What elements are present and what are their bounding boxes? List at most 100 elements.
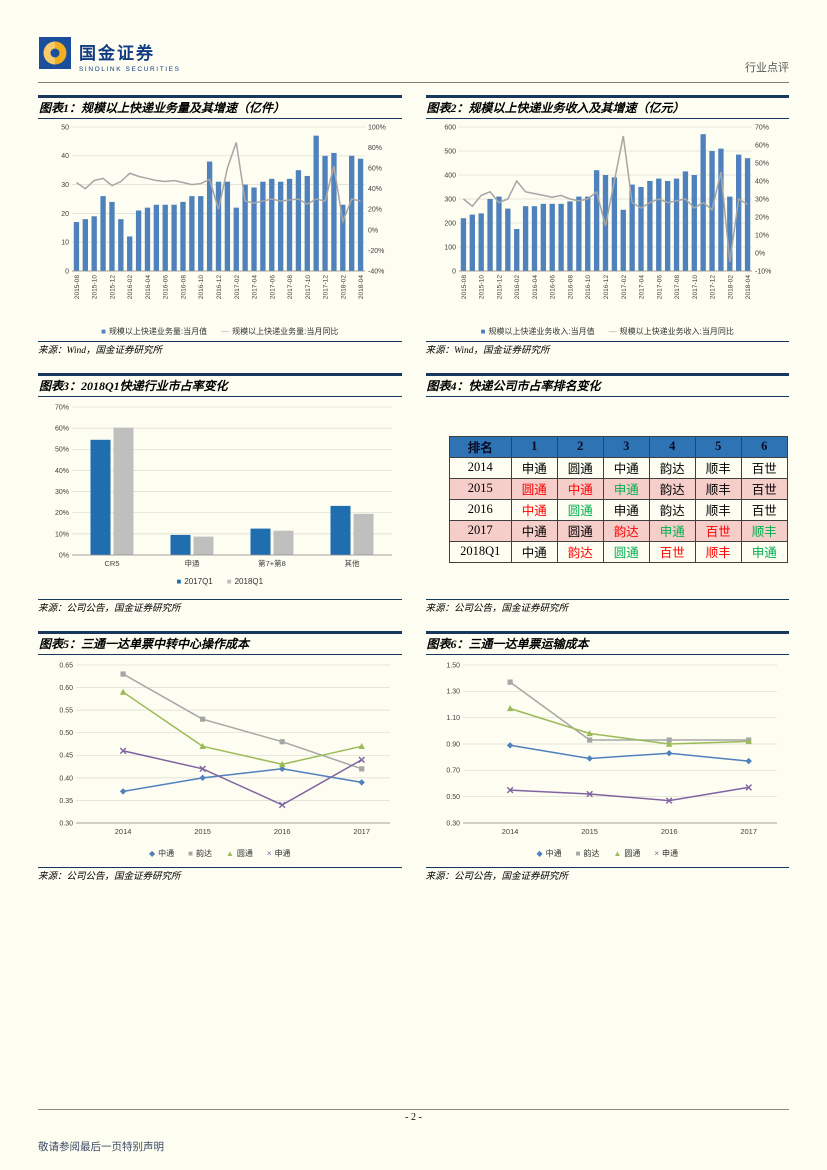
legend-label: 2018Q1 [234, 577, 264, 586]
ranking-cell: 圆通 [556, 519, 604, 542]
square-marker-icon: ■ [188, 849, 193, 858]
svg-text:2015-10: 2015-10 [479, 275, 486, 300]
svg-text:600: 600 [445, 124, 457, 131]
svg-text:1.50: 1.50 [447, 662, 461, 669]
ranking-cell: 百世 [740, 477, 788, 500]
bar-series-swatch-icon: ■ [480, 327, 486, 336]
ranking-cell: 百世 [740, 498, 788, 521]
square-marker-icon: ■ [575, 849, 581, 858]
ranking-row: 2018Q1 中通 韵达 圆通 百世 顺丰 申通 [448, 540, 788, 563]
svg-text:CR5: CR5 [104, 559, 119, 568]
ranking-cell: 申通 [648, 519, 696, 542]
legend-item: — 规模以上快递业务量:当月同比 [221, 327, 338, 337]
svg-text:2015-08: 2015-08 [74, 275, 81, 300]
ranking-cell: 圆通 [556, 498, 604, 521]
svg-text:0.50: 0.50 [447, 794, 461, 801]
legend-label: 规模以上快递业务量:当月值 [108, 327, 208, 336]
chart-1-body: 0 10 20 30 40 50 -40% -20% 0% 20% 40% 60% 80% 100% 201… [38, 119, 402, 341]
ranking-cell: 顺丰 [694, 540, 742, 563]
page-footer: - 2 - 敬请参阅最后一页特别声明 [38, 1109, 789, 1154]
ranking-header-cell: 1 [510, 435, 558, 458]
ranking-cell: 顺丰 [694, 477, 742, 500]
svg-text:第7+第8: 第7+第8 [258, 558, 286, 568]
footer-rule [38, 1109, 789, 1110]
ranking-cell: 韵达 [648, 477, 696, 500]
svg-text:60%: 60% [55, 426, 69, 433]
svg-text:0.65: 0.65 [59, 662, 73, 669]
chart-3-legend: ■ 2017Q1 ■ 2018Q1 [38, 577, 402, 587]
legend-label: 中通 [545, 849, 562, 858]
legend-label: 韵达 [195, 849, 212, 858]
ranking-cell: 申通 [510, 456, 558, 479]
chart-3-source: 来源：公司公告，国金证券研究所 [38, 599, 402, 615]
svg-text:-20%: -20% [368, 248, 384, 255]
legend-item: ■ 规模以上快递业务量:当月值 [101, 327, 207, 337]
svg-text:2015: 2015 [194, 827, 211, 836]
svg-text:2016-12: 2016-12 [603, 275, 610, 300]
svg-text:2015-12: 2015-12 [497, 275, 504, 300]
svg-text:2016-02: 2016-02 [127, 275, 134, 300]
brand-name-cn: 国金证券 [79, 43, 155, 63]
chart-5-legend: ◆ 中通 ■ 韵达 ▲ 圆通 × 申通 [38, 849, 402, 859]
svg-text:2015-10: 2015-10 [91, 275, 98, 300]
svg-text:60%: 60% [368, 166, 382, 173]
svg-text:申通: 申通 [184, 558, 199, 568]
svg-text:2016-06: 2016-06 [550, 275, 557, 300]
ranking-year-cell: 2014 [448, 456, 512, 479]
svg-text:2016-10: 2016-10 [585, 275, 592, 300]
chart-6-title: 图表6：三通一达单票运输成本 [425, 631, 789, 655]
svg-text:40: 40 [61, 153, 69, 160]
svg-text:20%: 20% [755, 214, 769, 221]
svg-text:2018-02: 2018-02 [728, 275, 735, 300]
svg-text:2017-02: 2017-02 [234, 275, 241, 300]
chart-1-source: 来源：Wind，国金证券研究所 [38, 341, 402, 357]
svg-text:2017: 2017 [741, 827, 758, 836]
ranking-cell: 中通 [510, 498, 558, 521]
svg-text:20%: 20% [55, 510, 69, 517]
legend-label: 规模以上快递业务收入:当月值 [488, 327, 595, 336]
svg-text:500: 500 [445, 148, 457, 155]
svg-text:-40%: -40% [368, 268, 384, 275]
svg-text:50%: 50% [55, 447, 69, 454]
svg-text:30%: 30% [755, 196, 769, 203]
legend-item: — 规模以上快递业务收入:当月同比 [609, 327, 734, 337]
svg-text:1.30: 1.30 [447, 689, 461, 696]
series-2018q1-swatch-icon: ■ [226, 577, 232, 586]
ranking-year-cell: 2015 [448, 477, 512, 500]
ranking-header-cell: 2 [556, 435, 604, 458]
svg-text:0: 0 [65, 268, 69, 275]
ranking-year-cell: 2018Q1 [448, 540, 512, 563]
ranking-cell: 申通 [740, 540, 788, 563]
svg-text:30: 30 [61, 182, 69, 189]
ranking-header-cell: 3 [602, 435, 650, 458]
chart-3-plot: 0% 10% 20% 30% 40% 50% 60% 70% CR5 申通 第7+第8 其他 [55, 404, 392, 568]
svg-text:0.35: 0.35 [59, 798, 73, 805]
legend-label: 规模以上快递业务量:当月同比 [232, 327, 339, 336]
legend-label: 韵达 [583, 849, 600, 858]
svg-text:2015-08: 2015-08 [461, 275, 468, 300]
chart-3-title: 图表3：2018Q1快递行业市占率变化 [38, 373, 402, 397]
line-series-swatch-icon: — [221, 327, 230, 336]
triangle-marker-icon: ▲ [225, 849, 234, 858]
ranking-cell: 顺丰 [740, 519, 788, 542]
ranking-cell: 中通 [556, 477, 604, 500]
chart-6-body: 0.30 0.50 0.70 0.90 1.10 1.30 1.50 2014 2015 2016… [426, 655, 790, 867]
legend-item: ■ 2018Q1 [227, 577, 263, 587]
chart-1-title: 图表1：规模以上快递业务量及其增速（亿件） [38, 95, 402, 119]
panel-chart-6: 图表6：三通一达单票运输成本 0.30 0.50 0.70 0.90 1.10 1.30 1… [425, 631, 790, 883]
svg-text:2017-12: 2017-12 [710, 275, 717, 300]
ranking-cell: 圆通 [602, 540, 650, 563]
ranking-row: 2015 圆通 中通 申通 韵达 顺丰 百世 [448, 477, 788, 500]
ranking-cell: 中通 [602, 456, 650, 479]
svg-text:其他: 其他 [344, 558, 359, 568]
footer-disclaimer: 敬请参阅最后一页特别声明 [38, 1142, 164, 1153]
chart-1-plot: 0 10 20 30 40 50 -40% -20% 0% 20% 40% 60% 80% 100% 201… [61, 124, 386, 300]
svg-text:10: 10 [61, 240, 69, 247]
ranking-header-cell: 排名 [448, 435, 512, 458]
svg-text:2016-04: 2016-04 [145, 275, 152, 300]
svg-text:0.30: 0.30 [447, 820, 461, 827]
svg-text:0%: 0% [368, 227, 378, 234]
svg-text:20: 20 [61, 211, 69, 218]
ranking-cell: 中通 [510, 519, 558, 542]
